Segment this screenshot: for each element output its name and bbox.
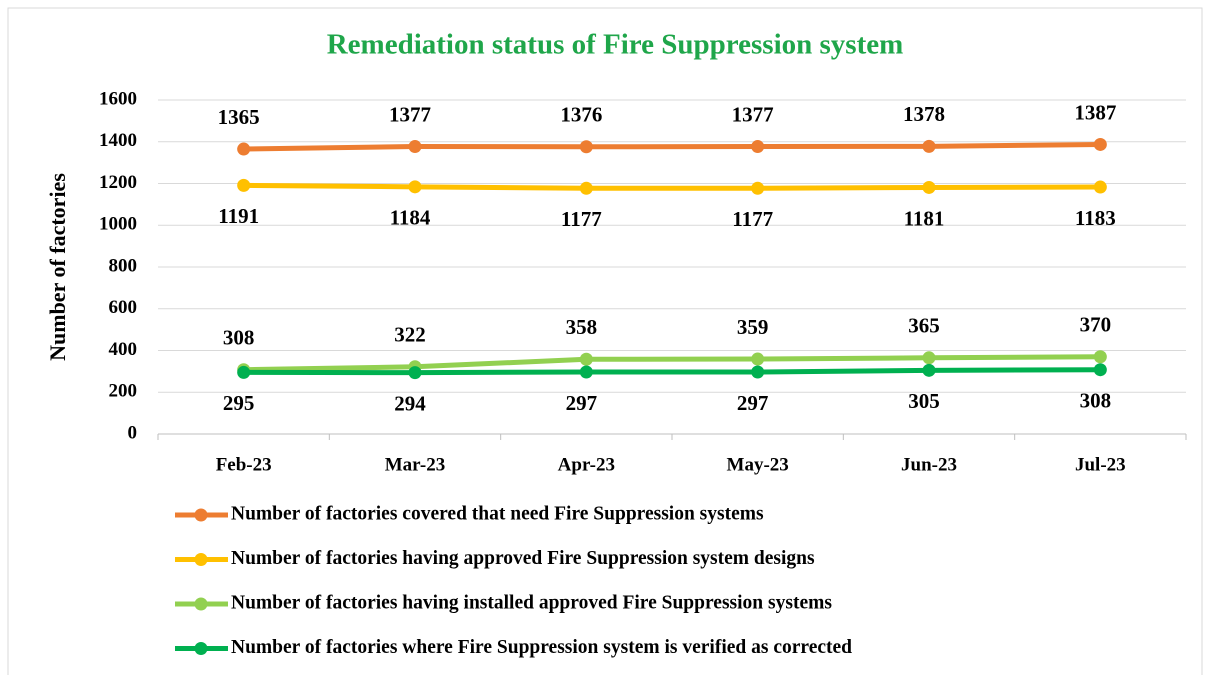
data-label: 1183 [1075, 206, 1116, 230]
x-tick-label: Jun-23 [901, 454, 957, 475]
series-line [243, 141, 1101, 152]
legend-label: Number of factories having installed app… [231, 592, 832, 613]
data-point [751, 140, 765, 154]
data-label: 297 [566, 391, 598, 415]
y-tick-label: 1200 [99, 172, 137, 193]
data-point [237, 365, 251, 379]
data-label: 1191 [218, 204, 259, 228]
data-label: 1378 [903, 102, 945, 126]
data-point [751, 352, 765, 366]
legend-marker [194, 597, 208, 611]
data-point [1093, 180, 1107, 194]
data-label: 305 [908, 389, 940, 413]
data-point [408, 180, 422, 194]
legend-marker [194, 553, 208, 566]
data-label: 1177 [561, 207, 602, 231]
x-tick-label: Jul-23 [1075, 454, 1126, 475]
data-point [751, 181, 765, 195]
data-point [922, 180, 936, 194]
y-tick-label: 1600 [99, 88, 137, 109]
data-point [922, 139, 936, 153]
y-tick-label: 1000 [99, 214, 137, 235]
data-label: 308 [223, 326, 255, 350]
data-label: 1181 [904, 206, 945, 230]
data-label: 295 [223, 391, 255, 415]
data-label: 308 [1080, 389, 1112, 413]
data-label: 297 [737, 391, 769, 415]
data-label: 1377 [389, 102, 431, 126]
y-tick-label: 400 [109, 339, 138, 360]
data-label: 1177 [732, 207, 773, 231]
series-line [243, 354, 1101, 373]
y-tick-label: 200 [109, 381, 138, 402]
data-point [408, 140, 422, 154]
data-label: 365 [908, 314, 940, 338]
series-line [243, 367, 1101, 376]
x-tick-label: May-23 [727, 454, 789, 475]
data-label: 358 [566, 315, 598, 339]
data-label: 322 [394, 323, 426, 347]
y-tick-label: 800 [109, 255, 138, 276]
series-line [243, 182, 1101, 191]
data-point [1093, 363, 1107, 377]
data-label: 1365 [218, 105, 260, 129]
y-tick-label: 0 [128, 422, 138, 443]
data-point [922, 351, 936, 365]
x-tick-label: Mar-23 [385, 454, 446, 475]
x-tick-label: Apr-23 [558, 454, 615, 475]
data-point [922, 363, 936, 377]
x-tick-label: Feb-23 [216, 454, 272, 475]
chart-frame [7, 7, 1203, 675]
y-tick-label: 600 [109, 297, 138, 318]
data-point [237, 142, 251, 156]
data-point [237, 178, 251, 192]
data-point [579, 140, 593, 154]
data-label: 1377 [732, 102, 774, 126]
data-point [579, 365, 593, 379]
data-point [1093, 137, 1107, 151]
data-point [579, 352, 593, 366]
y-tick-label: 1400 [99, 130, 137, 151]
data-label: 1376 [560, 103, 602, 127]
data-point [408, 366, 422, 380]
legend-label: Number of factories covered that need Fi… [231, 503, 764, 524]
data-point [1093, 350, 1107, 364]
data-label: 370 [1080, 313, 1112, 337]
legend-label: Number of factories having approved Fire… [231, 548, 815, 569]
legend-marker [194, 642, 208, 655]
y-axis-label: Number of factories [45, 173, 70, 361]
data-label: 359 [737, 315, 769, 339]
data-label: 294 [394, 391, 426, 415]
data-point [751, 365, 765, 379]
data-label: 1184 [390, 206, 431, 230]
data-label: 1387 [1074, 100, 1116, 124]
data-point [579, 181, 593, 195]
chart-title: Remediation status of Fire Suppression s… [327, 29, 904, 61]
legend-label: Number of factories where Fire Suppressi… [231, 637, 852, 658]
legend-marker [194, 508, 208, 522]
